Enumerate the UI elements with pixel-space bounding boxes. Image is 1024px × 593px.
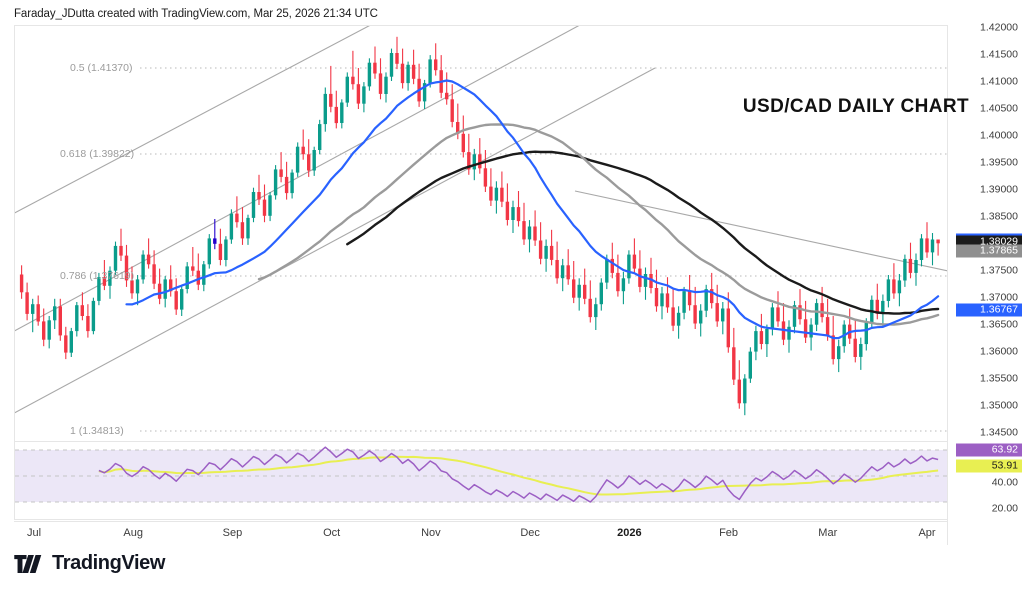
time-axis[interactable]: Jul Aug Sep Oct Nov Dec 2026 Feb Mar Apr bbox=[14, 521, 947, 545]
time-axis-tick: Oct bbox=[323, 527, 341, 539]
rsi-axis-tick: 20.00 bbox=[991, 502, 1018, 515]
ma-blue-line bbox=[125, 79, 940, 340]
fibonacci-lines bbox=[140, 67, 948, 432]
price-axis-tick: 1.41000 bbox=[980, 75, 1018, 88]
time-axis-tick: Dec bbox=[520, 527, 540, 539]
chart-title-annotation: USD/CAD DAILY CHART bbox=[742, 96, 969, 117]
price-axis-tick: 1.42000 bbox=[980, 21, 1018, 34]
price-axis-tick: 1.37500 bbox=[980, 264, 1018, 277]
descending-trendline bbox=[574, 190, 948, 272]
candlestick-series bbox=[19, 36, 940, 416]
rsi-badge-value: 63.92 bbox=[956, 443, 1022, 457]
price-axis-tick: 1.38500 bbox=[980, 210, 1018, 223]
ascending-channel bbox=[15, 26, 656, 414]
tradingview-wordmark: TradingView bbox=[52, 552, 166, 574]
price-axis-tick: 1.39500 bbox=[980, 156, 1018, 169]
price-pane-canvas bbox=[15, 26, 948, 432]
rsi-pane[interactable] bbox=[15, 441, 948, 520]
footer-brand: TradingView bbox=[14, 552, 165, 575]
price-axis-tick: 1.39000 bbox=[980, 183, 1018, 196]
time-axis-tick: Jul bbox=[26, 527, 42, 539]
price-axis-tick: 1.35500 bbox=[980, 372, 1018, 385]
price-axis-tick: 1.35000 bbox=[980, 399, 1018, 412]
ma-black-line bbox=[346, 150, 940, 315]
time-axis-tick: 2026 bbox=[617, 527, 642, 539]
fib-label-0-5: 0.5 (1.41370) bbox=[70, 62, 133, 74]
price-pane[interactable]: 0.5 (1.41370) 0.618 (1.39822) 0.786 (1.3… bbox=[15, 26, 948, 440]
attribution-text: Faraday_JDutta created with TradingView.… bbox=[14, 8, 378, 20]
price-axis-tick: 1.34500 bbox=[980, 426, 1018, 439]
rsi-badge-signal: 53.91 bbox=[956, 459, 1022, 473]
price-axis-tick: 1.40000 bbox=[980, 129, 1018, 142]
tradingview-logo-icon bbox=[14, 554, 42, 573]
chart-frame: 0.5 (1.41370) 0.618 (1.39822) 0.786 (1.3… bbox=[14, 25, 1010, 520]
price-axis-tick: 1.37000 bbox=[980, 291, 1018, 304]
price-axis[interactable]: 1.42000 1.41500 1.41000 1.40500 1.40000 1.395… bbox=[947, 21, 1024, 545]
fib-label-1: 1 (1.34813) bbox=[70, 425, 124, 437]
rsi-signal-line bbox=[98, 455, 939, 496]
price-axis-tick: 1.40500 bbox=[980, 102, 1018, 115]
rsi-main-line bbox=[98, 446, 939, 503]
price-axis-tick: 1.36000 bbox=[980, 345, 1018, 358]
time-axis-tick: Apr bbox=[918, 527, 936, 539]
price-badge-ma-slow: 1.36767 bbox=[956, 303, 1022, 317]
ma-gray-line bbox=[257, 123, 940, 326]
time-axis-tick: Mar bbox=[818, 527, 838, 539]
time-axis-tick: Feb bbox=[719, 527, 739, 539]
time-axis-tick: Aug bbox=[123, 527, 144, 539]
price-axis-tick: 1.41500 bbox=[980, 48, 1018, 61]
price-badge-ma: 1.37865 bbox=[956, 244, 1022, 258]
fib-label-0-786: 0.786 (1.37619) bbox=[60, 270, 135, 282]
fib-label-0-618: 0.618 (1.39822) bbox=[60, 148, 135, 160]
rsi-axis-tick: 40.00 bbox=[991, 476, 1018, 489]
rsi-pane-canvas bbox=[15, 446, 948, 503]
time-axis-tick: Nov bbox=[421, 527, 441, 539]
time-axis-tick: Sep bbox=[222, 527, 243, 539]
price-axis-tick: 1.36500 bbox=[980, 318, 1018, 331]
